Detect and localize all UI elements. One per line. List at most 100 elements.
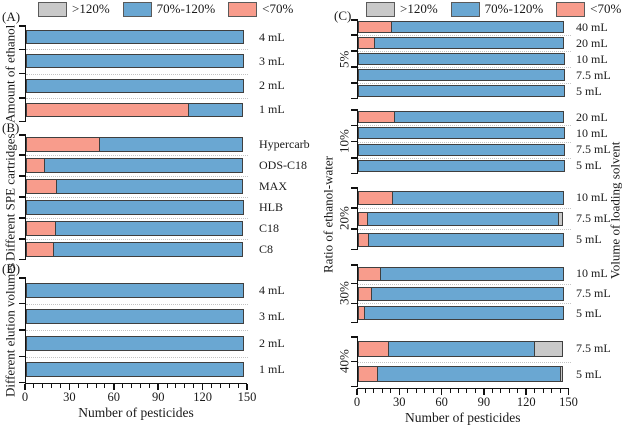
bar-segment-mid — [358, 143, 566, 156]
stacked-bar — [358, 53, 566, 65]
panel-label-b: (B) — [2, 120, 20, 135]
y-axis-tick — [19, 238, 26, 240]
x-axis-minor-tick — [51, 384, 53, 388]
x-axis-left: 0 30 60 90 120 150 Number of pesticides — [21, 383, 256, 424]
x-axis-minor-tick — [148, 384, 150, 388]
category-label: 5 mL — [576, 366, 602, 381]
row-separator — [358, 83, 571, 84]
row-separator — [26, 303, 248, 305]
legend-item: 70%-120% — [450, 1, 544, 17]
stacked-bar — [26, 309, 244, 325]
bar-segment-mid — [53, 242, 243, 257]
x-axis-tick-label: 90 — [477, 395, 491, 409]
category-label: 7.5 mL — [576, 67, 611, 82]
x-axis-major-tick — [525, 389, 527, 395]
stacked-bar — [26, 137, 243, 152]
stacked-bar — [26, 30, 244, 45]
bar-segment-mid — [26, 362, 244, 378]
category-label: 5 mL — [576, 232, 602, 246]
y-axis-tick — [19, 25, 26, 27]
stacked-bar — [358, 366, 564, 383]
y-axis-tick — [351, 140, 358, 143]
row-separator — [26, 356, 248, 358]
bar-segment-lt70 — [26, 102, 189, 117]
y-axis-tick — [351, 321, 358, 323]
bar-segment-mid — [26, 78, 244, 93]
x-axis-minor-tick — [500, 389, 502, 393]
bar-segment-lt70 — [26, 179, 58, 194]
category-label: 7.5 mL — [576, 341, 611, 356]
category-label: 10 mL — [576, 190, 608, 204]
stacked-bar — [26, 362, 244, 378]
stacked-bar — [26, 179, 243, 194]
stacked-bar — [358, 111, 565, 124]
y-axis-tick — [351, 19, 358, 21]
stacked-bar — [26, 158, 243, 173]
bar-segment-mid — [364, 306, 565, 321]
row-separator — [358, 208, 571, 209]
legend-swatch-mid — [122, 1, 152, 17]
bar-segment-mid — [379, 266, 565, 281]
x-axis-minor-tick — [95, 384, 97, 388]
stacked-bar — [26, 282, 244, 298]
category-label: C8 — [259, 242, 274, 256]
y-axis-tick — [19, 175, 26, 177]
legend-right: >120% 70%-120% <70% — [366, 1, 621, 17]
x-axis-tick-label: 90 — [151, 390, 165, 404]
panel-label-c: (C) — [334, 8, 352, 23]
row-separator — [26, 176, 248, 177]
legend-left: >120% 70%-120% <70% — [38, 1, 293, 17]
x-axis-major-tick — [356, 389, 358, 395]
category-label: 5 mL — [576, 83, 602, 98]
stacked-bar — [358, 159, 566, 172]
x-axis-minor-tick — [139, 384, 141, 388]
bar-segment-mid — [26, 335, 244, 351]
bar-segment-gt120 — [560, 366, 564, 383]
left-column: >120% 70%-120% <70% (A) Amount of ethanol … — [2, 1, 310, 424]
stacked-bar — [358, 190, 565, 205]
stacked-bar — [26, 102, 243, 117]
legend-item: <70% — [556, 1, 621, 17]
y-axis-tick — [19, 72, 26, 75]
bar-segment-lt70 — [26, 137, 100, 152]
y-axis-tick — [351, 385, 358, 387]
x-axis-major-tick — [398, 389, 401, 395]
row-separator — [26, 49, 248, 51]
y-axis-tick — [351, 82, 358, 84]
x-axis-minor-tick — [237, 384, 239, 388]
x-axis-minor-tick — [42, 384, 44, 388]
bar-segment-mid — [44, 158, 243, 173]
bar-segment-lt70 — [26, 158, 46, 173]
panel-c-group-30pct: 10 mL 7.5 mL 5 mL — [351, 264, 611, 323]
stacked-bar — [358, 266, 565, 281]
y-axis-tick — [19, 217, 26, 219]
bar-segment-mid — [26, 30, 244, 45]
y-axis-tick — [19, 97, 26, 99]
bar-segment-lt70 — [358, 111, 395, 124]
category-label: 7.5 mL — [576, 285, 611, 300]
bar-segment-mid — [393, 111, 565, 124]
panel-c-group-40pct: 7.5 mL 5 mL — [351, 336, 611, 387]
bar-segment-mid — [26, 282, 244, 298]
stacked-bar — [26, 221, 243, 236]
x-axis-minor-tick — [210, 384, 212, 388]
category-label: 2 mL — [259, 78, 285, 93]
panel-label-d: (D) — [2, 261, 21, 276]
category-label: 10 mL — [576, 51, 608, 66]
legend-label: 70%-120% — [156, 1, 216, 16]
group-label-20pct: 20% — [336, 206, 352, 231]
y-axis-tick — [351, 124, 358, 126]
bar-segment-mid — [373, 37, 565, 49]
stacked-bar — [26, 78, 244, 93]
panel-c-group-5pct: 40 mL 20 mL 10 mL 7.5 mL 5 mL — [351, 19, 611, 99]
y-axis-tick — [19, 48, 26, 50]
y-axis-tick — [351, 187, 358, 189]
legend-label: 70%-120% — [484, 1, 544, 16]
y-axis-tick — [351, 109, 358, 111]
y-axis-tick — [351, 172, 358, 174]
x-axis-tick-label: 0 — [21, 390, 29, 404]
panel-d-plot: 4 mL 3 mL 2 mL 1 mL — [19, 277, 285, 383]
category-label: 3 mL — [259, 309, 285, 324]
row-separator — [358, 303, 571, 305]
stacked-bar — [358, 211, 564, 226]
